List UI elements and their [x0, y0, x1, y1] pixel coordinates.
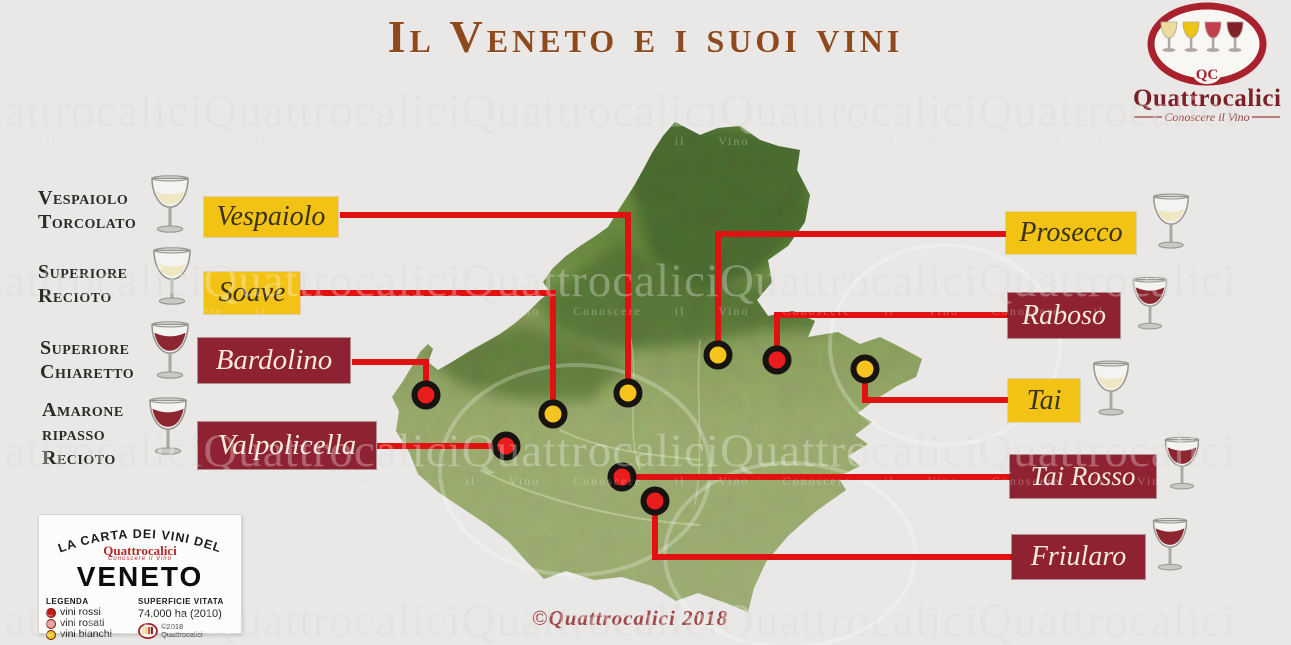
wine-name: Tai Rosso — [1030, 461, 1136, 491]
wine-label-soave: Soave — [204, 272, 300, 314]
map-dots — [411, 340, 880, 516]
connector-prosecco — [715, 231, 1008, 355]
style-label-torcolato: Vespaiolo Torcolato — [38, 186, 136, 234]
wine-label-raboso: Raboso — [1008, 293, 1120, 338]
wine-label-friularo: Friularo — [1012, 535, 1145, 579]
legend-brand: Quattrocalici — [103, 543, 177, 558]
wine-name: Valpolicella — [217, 429, 357, 461]
wine-label-prosecco: Prosecco — [1006, 212, 1136, 254]
legend-key: LEGENDA vini rossi vini rosati vini bian… — [46, 597, 138, 640]
legend-brand-tagline: Conoscere il Vino — [108, 556, 172, 562]
logo-brand: Quattrocalici — [1133, 85, 1281, 112]
style-line: Recioto — [38, 285, 112, 307]
red-wine-glass-icon — [1148, 510, 1192, 582]
legend-item-bianchi: vini bianchi — [46, 629, 138, 640]
legend-item-label: vini bianchi — [60, 628, 112, 640]
map-dot-tai-rosso — [607, 462, 637, 492]
map-dot-prosecco — [703, 340, 733, 370]
wine-label-valpolicella: Valpolicella — [198, 422, 376, 469]
rose-dot-icon — [46, 618, 56, 629]
style-line: Chiaretto — [40, 361, 135, 383]
yellow-dot-icon — [46, 629, 56, 640]
wine-name: Bardolino — [215, 344, 333, 376]
red-dot-icon — [46, 607, 56, 618]
style-line: ripasso — [42, 423, 106, 445]
legend-surface: SUPERFICIE VITATA 74.000 ha (2010) ©2018… — [138, 597, 236, 640]
style-label-chiaretto: Superiore Chiaretto — [40, 336, 134, 384]
map-dot-tai — [850, 354, 880, 384]
legend-item-rossi: vini rossi — [46, 607, 138, 618]
quattrocalici-logo: QC Quattrocalici Conoscere il Vino — [1133, 2, 1281, 124]
page-title: Il Veneto e i suoi vini — [387, 11, 904, 62]
style-line: Superiore — [38, 261, 128, 283]
wine-label-tai: Tai — [1008, 379, 1080, 422]
logo-glasses — [1160, 21, 1244, 52]
legend-credit-text: ©2018 Quattrocalici — [161, 623, 203, 639]
credit-year: ©2018 — [161, 622, 184, 631]
legend-title: LEGENDA — [46, 597, 89, 606]
wine-name: Tai — [1026, 384, 1062, 416]
legend-card: LA CARTA DEI VINI DEL Quattrocalici Cono… — [38, 514, 242, 640]
logo-tagline: Conoscere il Vino — [1164, 110, 1249, 124]
map-dot-friularo — [640, 486, 670, 516]
mini-logo-icon — [138, 623, 158, 639]
map-dot-soave — [538, 399, 568, 429]
connector-vespaiolo — [340, 212, 631, 393]
map-dot-valpolicella — [491, 431, 521, 461]
map-dot-bardolino — [411, 380, 441, 410]
connector-friularo — [652, 501, 1013, 560]
legend-item-label: vini rossi — [60, 606, 101, 618]
wine-name: Friularo — [1030, 541, 1127, 572]
surface-value: 74.000 ha (2010) — [138, 608, 222, 620]
map-dot-raboso — [762, 345, 792, 375]
red-wine-glass-icon — [1128, 270, 1172, 340]
legend-item-label: vini rosati — [60, 617, 105, 629]
connector-soave — [299, 290, 556, 414]
style-line: Torcolato — [38, 211, 137, 233]
wine-label-vespaiolo: Vespaiolo — [204, 197, 338, 237]
connector-raboso — [774, 312, 1009, 360]
wine-label-bardolino: Bardolino — [198, 338, 350, 383]
credit-brand: Quattrocalici — [161, 630, 203, 639]
map-dot-vespaiolo — [613, 378, 643, 408]
style-line: Amarone — [42, 399, 124, 421]
legend-region-name: VENETO — [76, 561, 204, 592]
legend-credit: ©2018 Quattrocalici — [138, 623, 236, 639]
wine-name: Soave — [218, 277, 286, 308]
style-label-amarone: Amarone ripasso Recioto — [42, 398, 124, 470]
style-line: Superiore — [40, 337, 130, 359]
surface-title: SUPERFICIE VITATA — [138, 597, 224, 606]
copyright-note: ©Quattrocalici 2018 — [531, 606, 729, 630]
white-wine-glass-icon — [148, 246, 196, 310]
red-wine-glass-icon — [146, 320, 194, 384]
logo-monogram-plate — [1193, 64, 1221, 84]
red-wine-glass-icon — [144, 396, 192, 460]
connector-lines — [299, 212, 1013, 560]
white-wine-glass-icon — [1088, 356, 1134, 424]
legend-arc-header: LA CARTA DEI VINI DEL — [56, 527, 222, 556]
wine-name: Prosecco — [1019, 217, 1123, 248]
style-line: Recioto — [42, 447, 116, 469]
white-wine-glass-icon — [1148, 188, 1194, 258]
white-wine-glass-icon — [146, 174, 194, 238]
logo-monogram: QC — [1196, 67, 1219, 83]
wine-name: Raboso — [1022, 299, 1106, 331]
style-label-recioto-bianco: Superiore Recioto — [38, 260, 128, 308]
style-line: Vespaiolo — [38, 187, 129, 209]
red-wine-glass-icon — [1160, 428, 1204, 502]
legend-item-rosati: vini rosati — [46, 618, 138, 629]
wine-label-tai-rosso: Tai Rosso — [1010, 455, 1156, 498]
wine-name: Vespaiolo — [216, 201, 326, 232]
